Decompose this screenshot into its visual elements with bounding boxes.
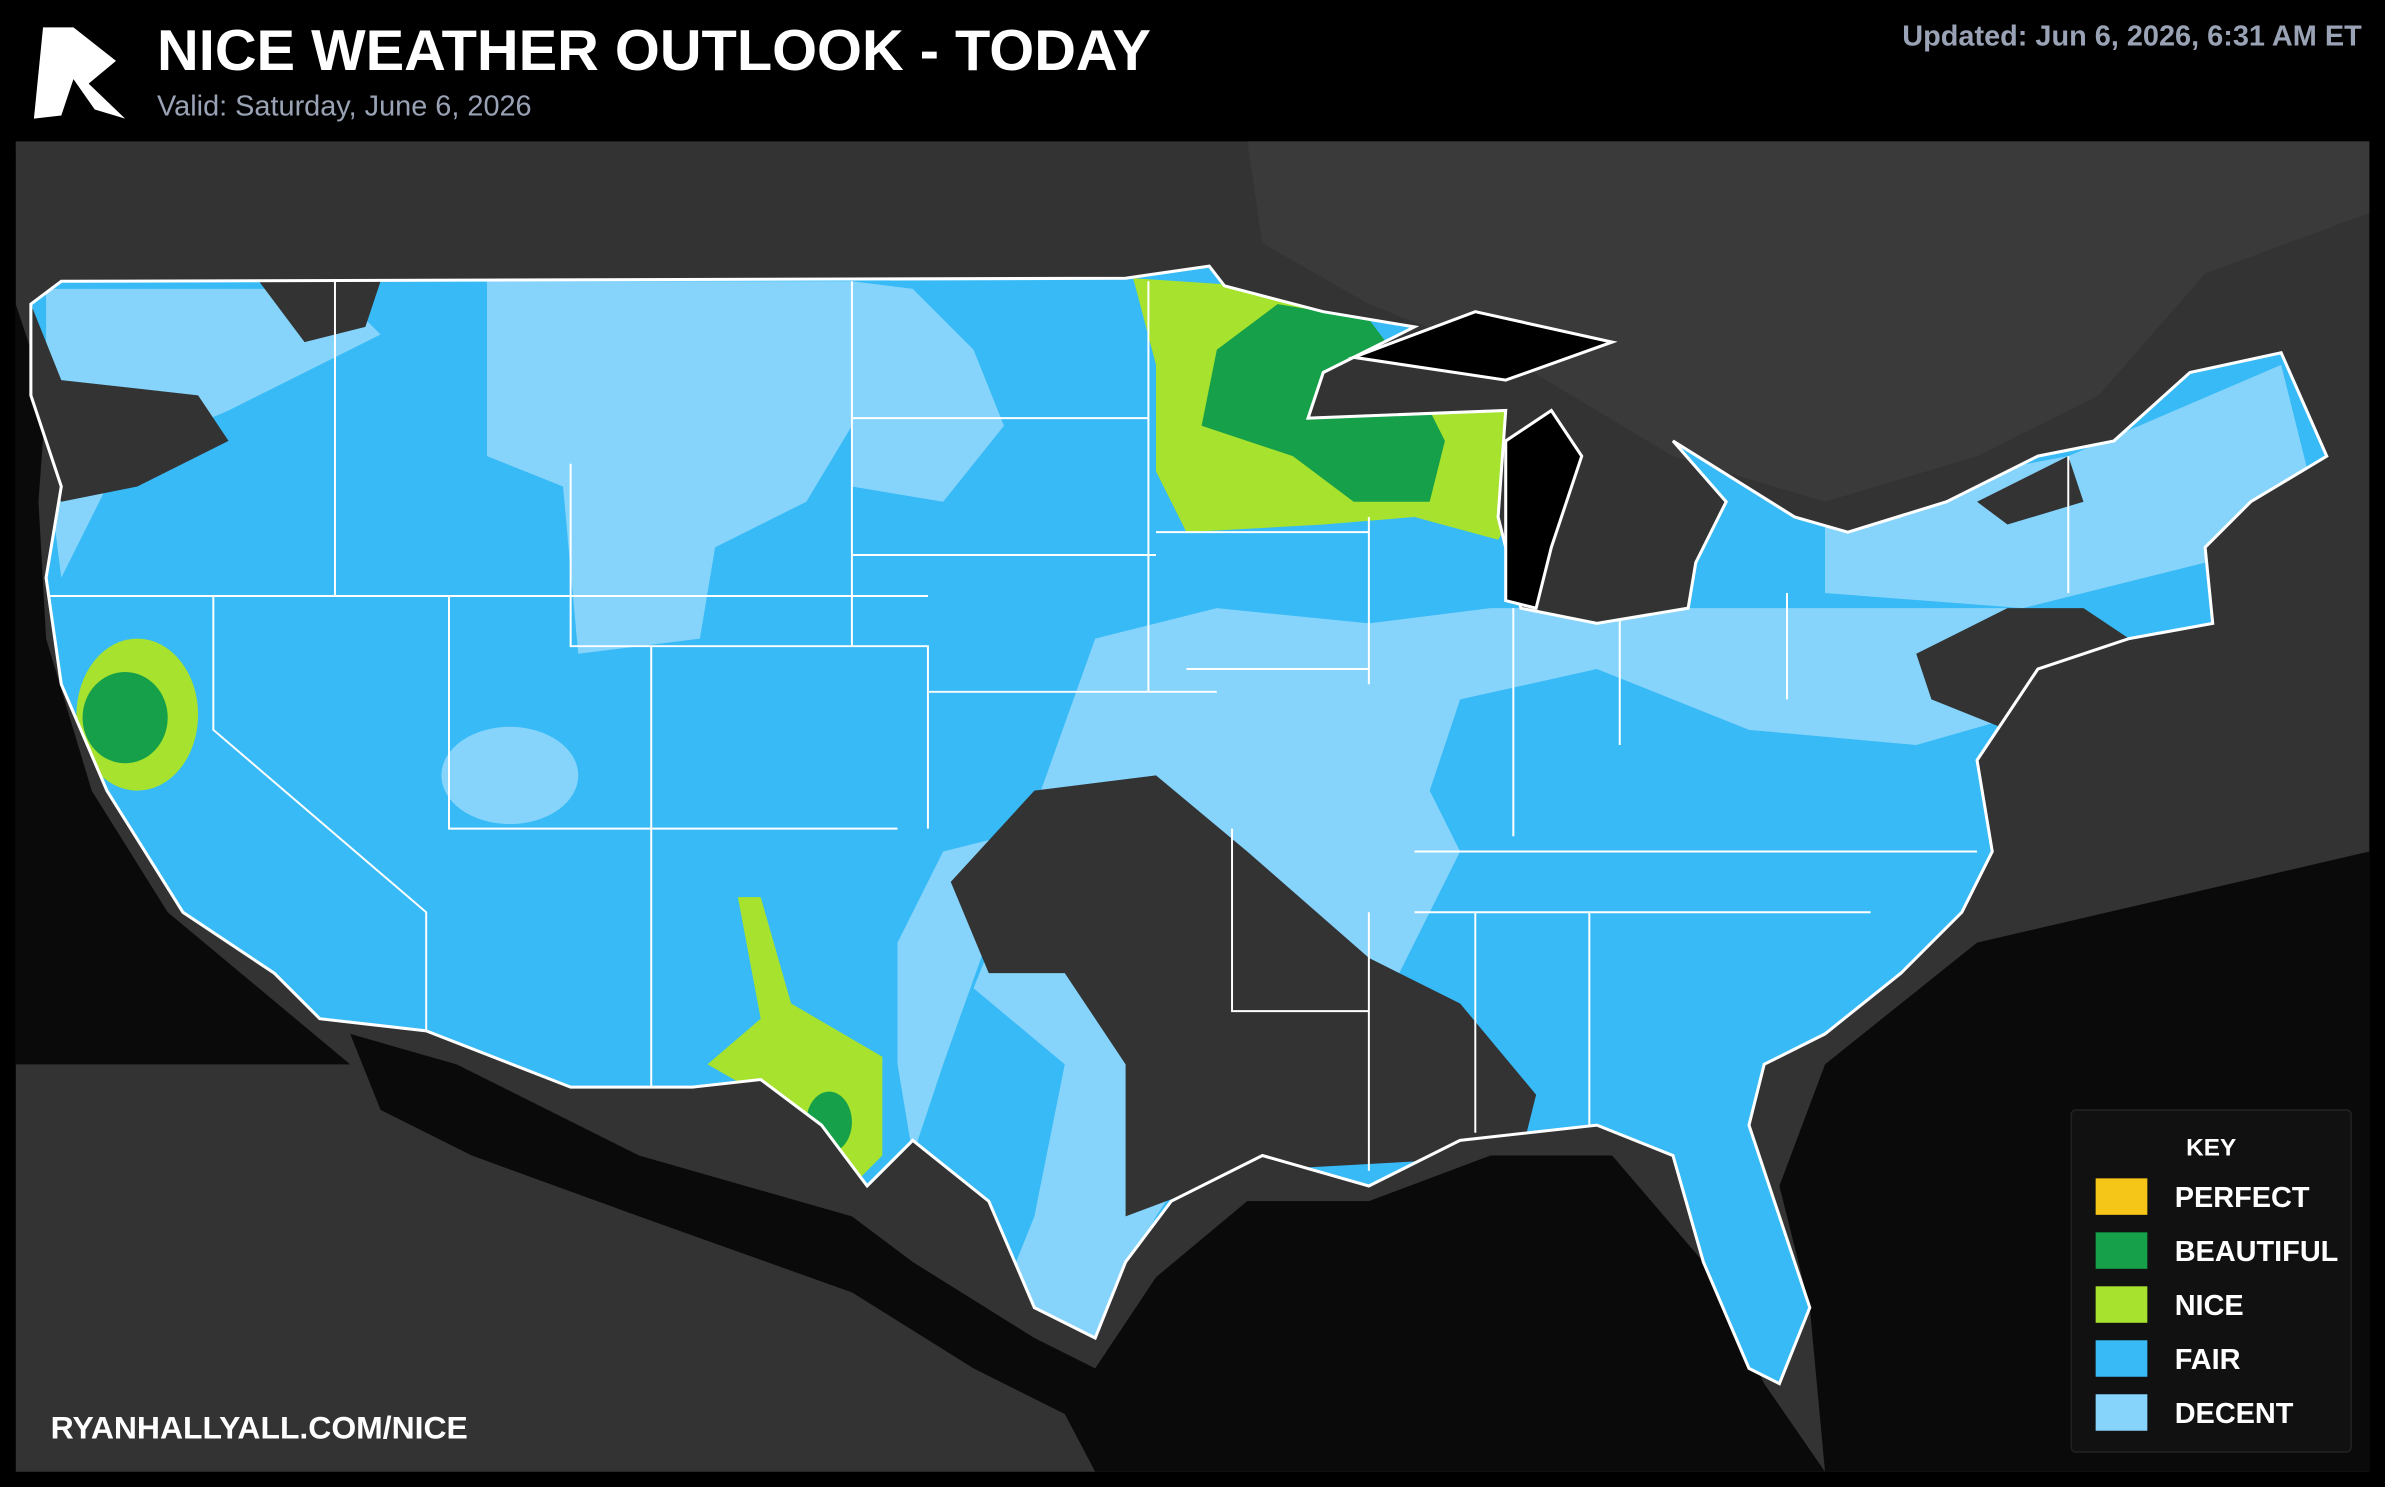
valid-date: Valid: Saturday, June 6, 2026 <box>157 91 532 123</box>
legend-swatch <box>2095 1178 2148 1215</box>
edge <box>0 141 16 1487</box>
legend-label: NICE <box>2175 1290 2244 1322</box>
us-outline <box>29 264 2329 1386</box>
legend-label: DECENT <box>2175 1398 2294 1430</box>
state-lines <box>46 281 2070 1171</box>
updated-time: Updated: Jun 6, 2026, 6:31 AM ET <box>1902 21 2362 53</box>
legend-label: FAIR <box>2175 1344 2241 1376</box>
website-url: RYANHALLYALL.COM/NICE <box>51 1409 468 1445</box>
legend-swatch <box>2095 1286 2148 1323</box>
legend-label: PERFECT <box>2175 1182 2310 1214</box>
logo <box>33 27 126 119</box>
legend: KEY PERFECT BEAUTIFUL NICE FAIR DECENT <box>2070 1109 2352 1453</box>
legend-swatch <box>2095 1232 2148 1269</box>
legend-title: KEY <box>2186 1135 2236 1162</box>
legend-swatch <box>2095 1340 2148 1377</box>
gulf-pacific-water <box>350 1033 1826 1472</box>
pacific-water <box>15 304 351 1065</box>
lake-michigan <box>1504 408 1584 611</box>
lake-superior <box>1347 310 1618 382</box>
title: NICE WEATHER OUTLOOK - TODAY <box>157 19 1151 83</box>
legend-label: BEAUTIFUL <box>2175 1236 2339 1268</box>
canada <box>1247 141 2370 502</box>
legend-swatch <box>2095 1394 2148 1431</box>
dark-areas <box>30 281 2130 1217</box>
